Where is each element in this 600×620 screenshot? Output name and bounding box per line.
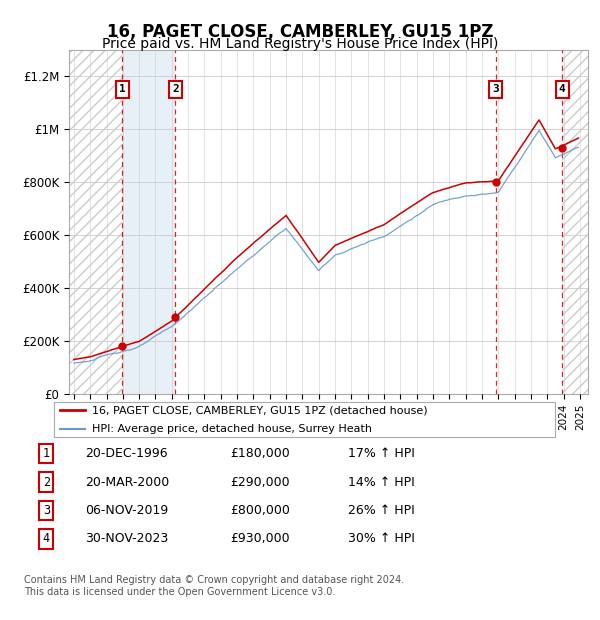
Text: £180,000: £180,000 [230,447,290,460]
Text: £800,000: £800,000 [230,504,290,517]
FancyBboxPatch shape [53,402,556,438]
Text: 2: 2 [172,84,179,94]
Text: £930,000: £930,000 [230,533,290,546]
Bar [69,50,122,394]
Bar [69,50,122,394]
Text: 06-NOV-2019: 06-NOV-2019 [85,504,169,517]
Text: 14% ↑ HPI: 14% ↑ HPI [347,476,415,489]
Text: Price paid vs. HM Land Registry's House Price Index (HPI): Price paid vs. HM Land Registry's House … [102,37,498,51]
Text: 30% ↑ HPI: 30% ↑ HPI [347,533,415,546]
Text: 26% ↑ HPI: 26% ↑ HPI [347,504,415,517]
Text: Contains HM Land Registry data © Crown copyright and database right 2024.
This d: Contains HM Land Registry data © Crown c… [24,575,404,597]
Text: 1: 1 [43,447,50,460]
Text: 2: 2 [43,476,50,489]
Text: 3: 3 [493,84,499,94]
Text: 4: 4 [559,84,566,94]
Text: 3: 3 [43,504,50,517]
Bar [562,50,588,394]
Text: 4: 4 [43,533,50,546]
Text: 16, PAGET CLOSE, CAMBERLEY, GU15 1PZ (detached house): 16, PAGET CLOSE, CAMBERLEY, GU15 1PZ (de… [92,405,427,415]
Bar [562,50,588,394]
Text: 17% ↑ HPI: 17% ↑ HPI [347,447,415,460]
Text: 30-NOV-2023: 30-NOV-2023 [85,533,169,546]
Text: HPI: Average price, detached house, Surrey Heath: HPI: Average price, detached house, Surr… [92,424,371,435]
Bar [122,50,175,394]
Text: 16, PAGET CLOSE, CAMBERLEY, GU15 1PZ: 16, PAGET CLOSE, CAMBERLEY, GU15 1PZ [107,23,493,41]
Text: 20-DEC-1996: 20-DEC-1996 [85,447,168,460]
Text: 20-MAR-2000: 20-MAR-2000 [85,476,170,489]
Text: £290,000: £290,000 [230,476,290,489]
Text: 1: 1 [119,84,126,94]
